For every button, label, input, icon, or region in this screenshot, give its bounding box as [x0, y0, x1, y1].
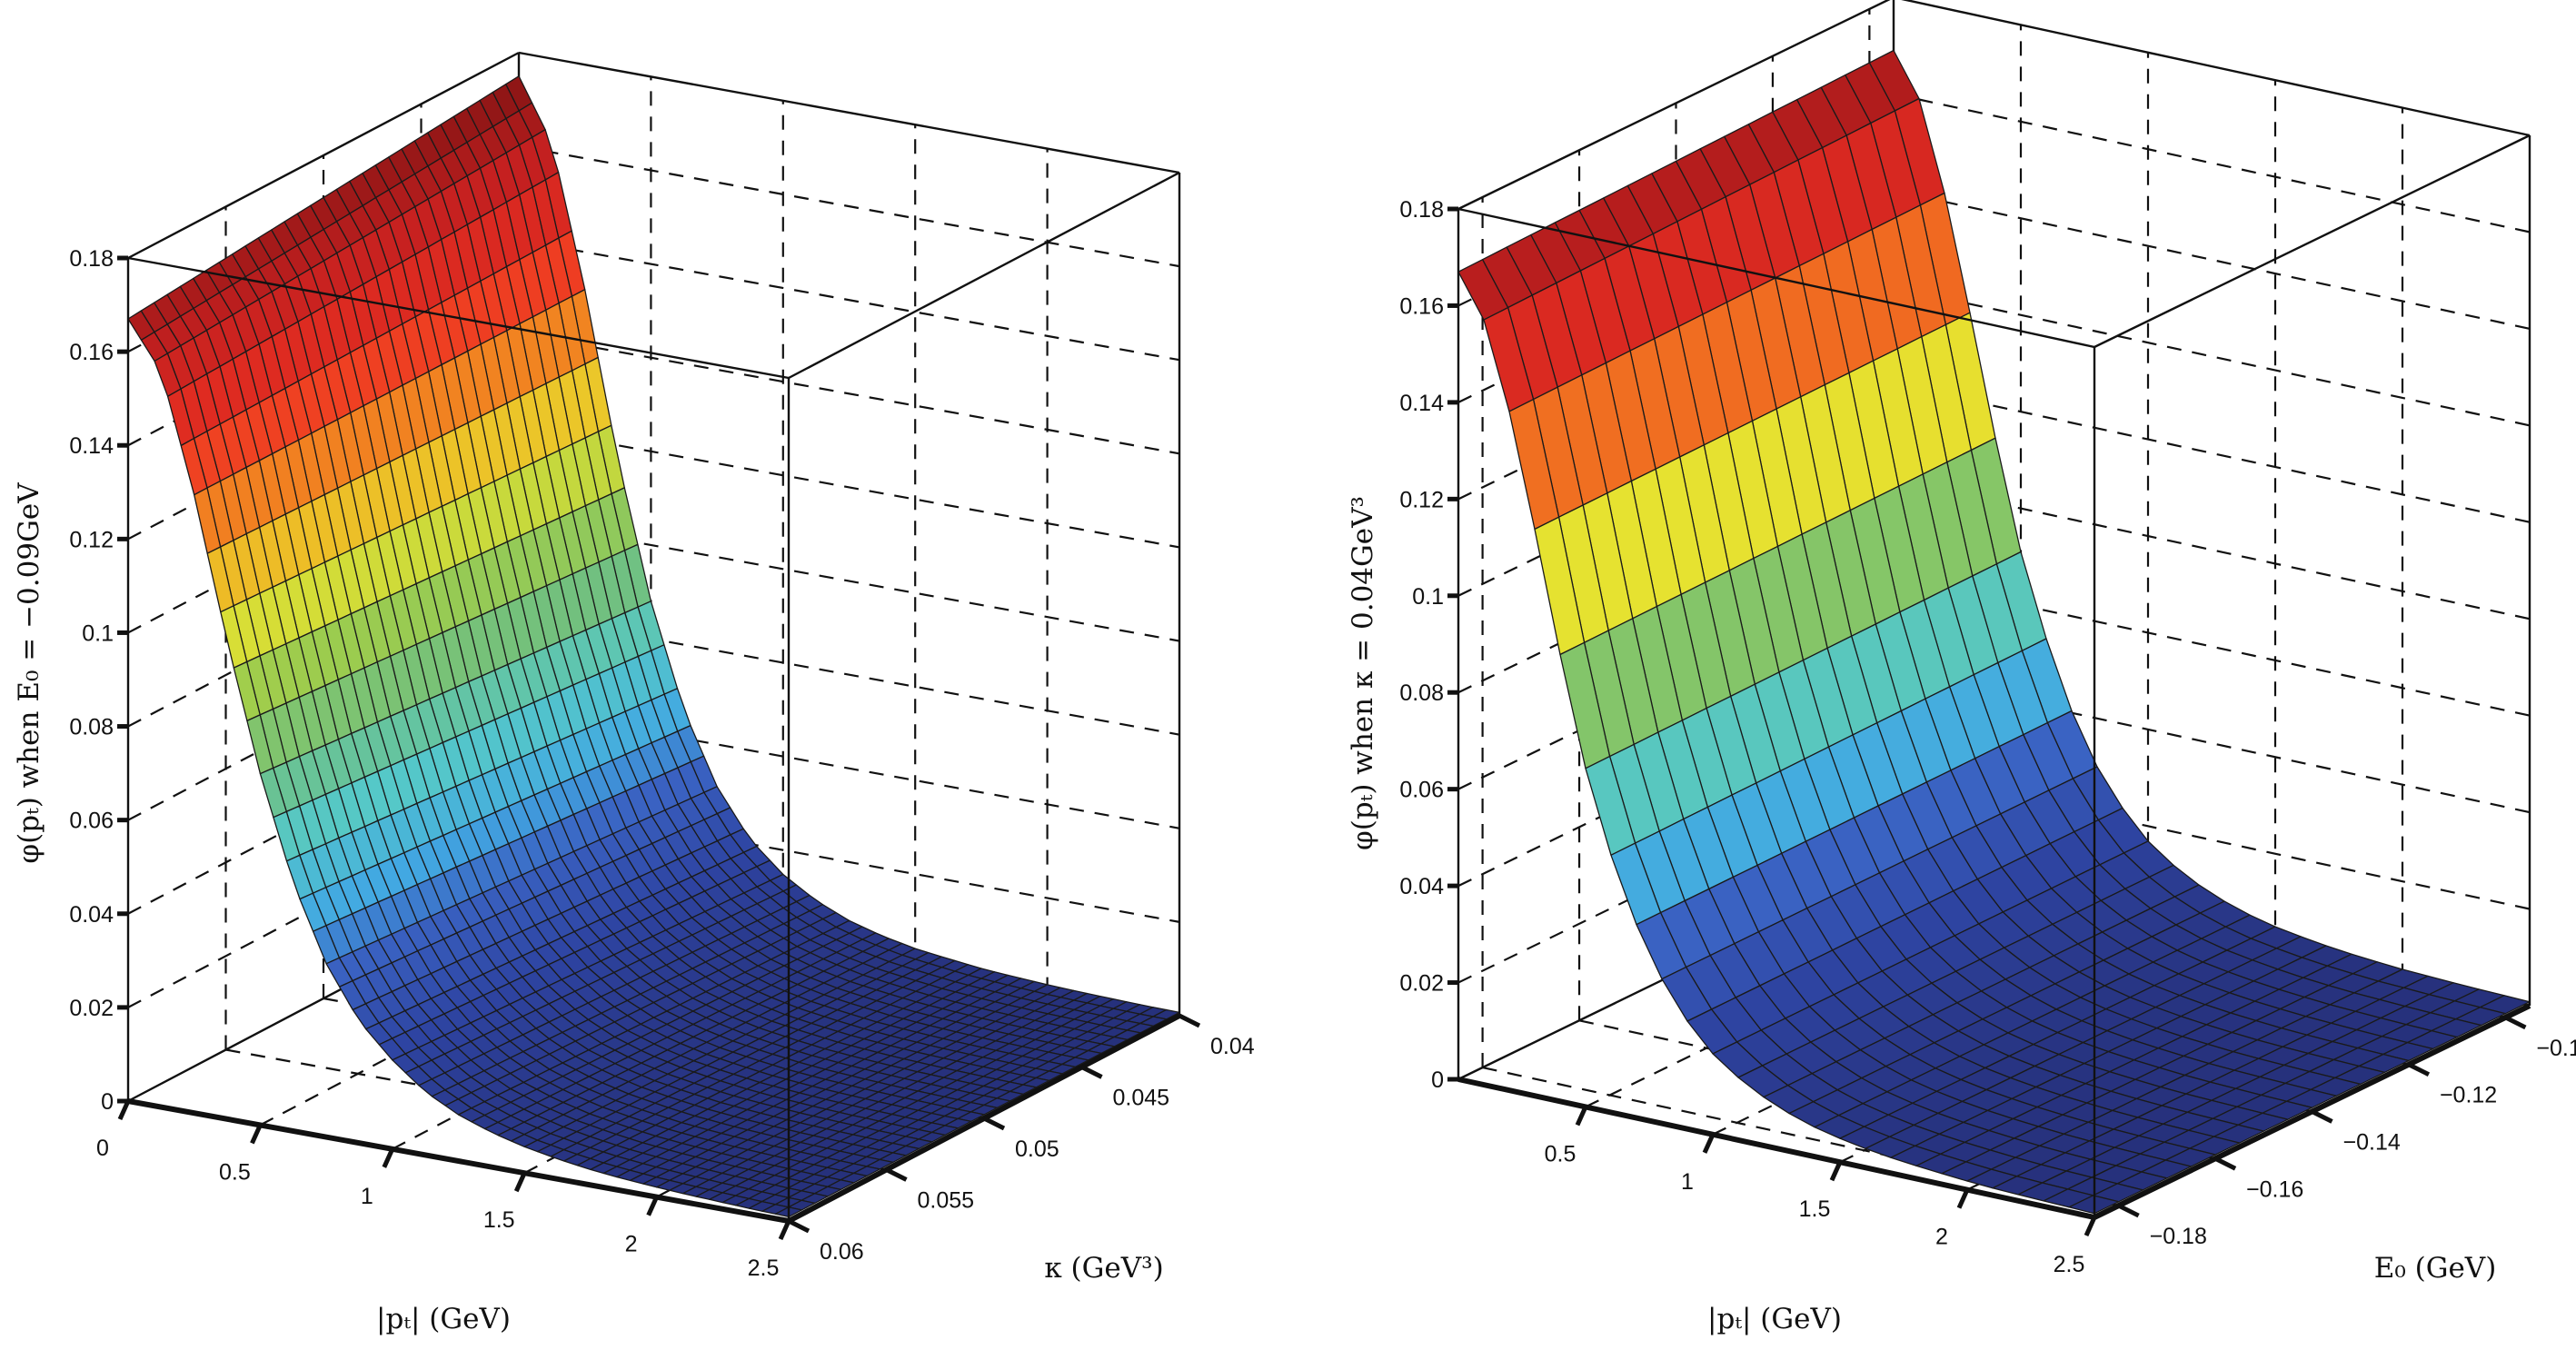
- x-tick-label: 0.5: [219, 1159, 251, 1185]
- y-tick: [885, 1167, 908, 1182]
- box-edge: [1457, 0, 1891, 211]
- y-tick: [1080, 1065, 1103, 1079]
- z-tick-label: 0.04: [1399, 874, 1444, 899]
- y-tick: [2117, 1203, 2140, 1218]
- x-tick-label: 1.5: [1799, 1196, 1831, 1222]
- z-tick-label: 0.16: [1399, 293, 1444, 319]
- x-axis-label: |pₜ| (GeV): [1707, 1303, 1842, 1335]
- x-tick: [1829, 1161, 1843, 1182]
- box-edge: [127, 256, 790, 380]
- box-edge: [2094, 134, 2531, 349]
- grid-line: [1893, 93, 2531, 233]
- y-tick: [2407, 1062, 2431, 1077]
- x-tick-label: 1.5: [483, 1207, 515, 1233]
- y-tick-label: −0.14: [2343, 1130, 2401, 1156]
- box-edge: [1901, 0, 2531, 137]
- x-tick-label: 2: [1935, 1225, 1948, 1250]
- x-tick-label: 1: [1681, 1169, 1694, 1195]
- x-tick: [1575, 1106, 1588, 1127]
- surface-plot-kappa: |pₜ| (GeV) κ (GeV³) φ(pₜ) when E₀ = −0.0…: [13, 51, 1255, 1335]
- grid-line: [518, 426, 1180, 549]
- z-tick-label: 0.1: [1412, 584, 1444, 610]
- x-tick: [1956, 1188, 1970, 1209]
- z-tick-label: 0.04: [69, 902, 114, 928]
- y-tick-label: 0.05: [1015, 1137, 1059, 1162]
- x-tick: [1702, 1133, 1716, 1154]
- z-tick-label: 0: [1431, 1067, 1444, 1093]
- grid-line: [518, 145, 1180, 268]
- grid-line: [518, 333, 1180, 455]
- z-tick-label: 0.1: [82, 620, 114, 646]
- z-tick-label: 0.14: [1399, 391, 1444, 416]
- y-tick: [2213, 1156, 2237, 1171]
- grid-line: [1893, 189, 2531, 330]
- x-tick-label: 0: [96, 1136, 109, 1161]
- z-tick-label: 0.06: [69, 809, 114, 834]
- z-tick-label: 0.08: [69, 715, 114, 740]
- y-tick-label: −0.1: [2536, 1036, 2576, 1061]
- x-tick-label: 0.5: [1545, 1141, 1576, 1166]
- x-tick: [382, 1147, 395, 1168]
- z-tick-label: 0.08: [1399, 680, 1444, 706]
- x-axis-line: [1457, 1077, 2095, 1220]
- z-tick-label: 0.12: [69, 527, 114, 552]
- box-edge: [127, 51, 520, 260]
- y-tick-label: −0.18: [2150, 1224, 2207, 1249]
- x-axis-label: |pₜ| (GeV): [376, 1303, 511, 1335]
- z-tick-label: 0.02: [69, 996, 114, 1021]
- x-axis-line: [127, 1098, 790, 1224]
- x-tick: [2084, 1216, 2097, 1237]
- grid-line: [1893, 286, 2531, 427]
- y-tick: [982, 1116, 1006, 1131]
- y-tick: [787, 1218, 811, 1234]
- y-tick: [2311, 1109, 2333, 1124]
- z-tick-label: 0.02: [1399, 971, 1444, 997]
- z-tick-label: 0: [101, 1089, 114, 1115]
- box-edge: [518, 51, 1180, 174]
- z-tick-label: 0.06: [1399, 778, 1444, 803]
- z-axis-label: φ(pₜ) when κ = 0.04GeV³: [1347, 496, 1379, 850]
- y-tick-label: 0.045: [1113, 1086, 1170, 1111]
- grid-line: [518, 239, 1180, 362]
- z-tick-label: 0.18: [1399, 197, 1444, 223]
- x-tick-label: 2: [625, 1232, 638, 1257]
- x-tick-label: 2.5: [748, 1256, 780, 1281]
- x-tick: [513, 1172, 527, 1193]
- grid-line: [1893, 382, 2531, 523]
- x-tick-label: 2.5: [2054, 1252, 2085, 1277]
- box-edge: [1457, 207, 2095, 349]
- box-edge: [788, 171, 1180, 380]
- y-tick-label: 0.06: [820, 1239, 864, 1265]
- y-tick-label: −0.12: [2440, 1083, 2497, 1108]
- x-tick: [778, 1219, 791, 1241]
- y-tick-label: 0.055: [918, 1188, 975, 1214]
- y-tick: [1178, 1013, 1201, 1028]
- x-tick-label: 1: [361, 1184, 373, 1209]
- z-tick-label: 0.18: [69, 246, 114, 272]
- z-tick-label: 0.16: [69, 340, 114, 365]
- surface-plot-energy: |pₜ| (GeV) E₀ (GeV) φ(pₜ) when κ = 0.04G…: [1347, 0, 2576, 1335]
- x-tick: [117, 1099, 131, 1121]
- z-tick-label: 0.12: [1399, 487, 1444, 512]
- y-tick-label: −0.16: [2246, 1176, 2303, 1202]
- x-tick: [250, 1124, 263, 1145]
- z-axis-label: φ(pₜ) when E₀ = −0.09GeV: [13, 482, 45, 864]
- y-axis-label: E₀ (GeV): [2374, 1252, 2497, 1285]
- y-tick: [2504, 1015, 2527, 1030]
- x-tick: [646, 1196, 659, 1216]
- y-axis-label: κ (GeV³): [1044, 1252, 1163, 1285]
- z-tick-label: 0.14: [69, 433, 114, 459]
- y-tick-label: 0.04: [1210, 1034, 1255, 1059]
